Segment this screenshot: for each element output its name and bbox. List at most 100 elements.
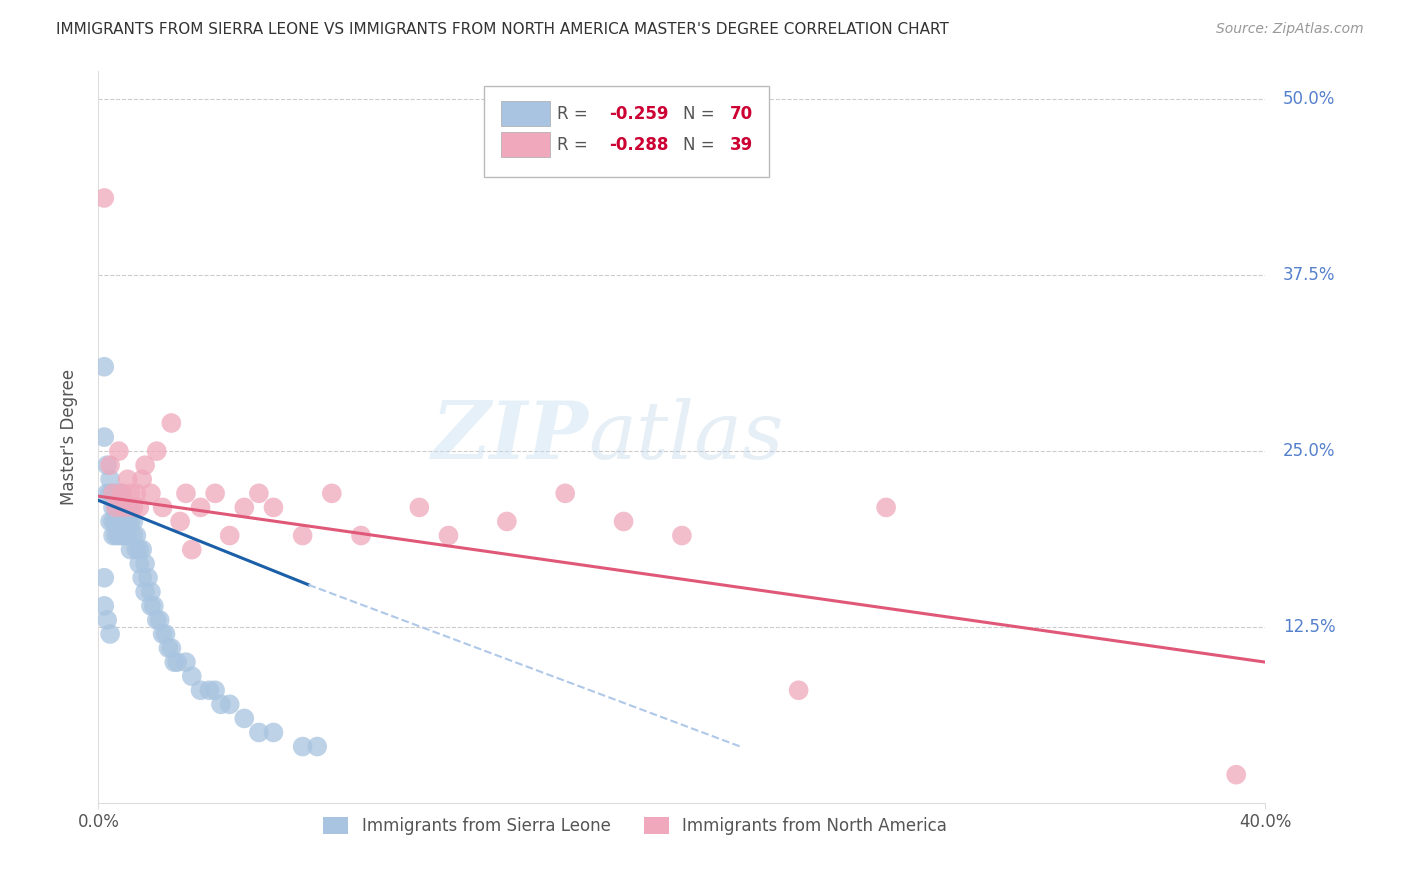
Text: -0.288: -0.288: [610, 136, 669, 153]
Point: [93, 430, 115, 444]
Point: [104, 500, 127, 515]
Point: [163, 655, 186, 669]
Point: [146, 444, 169, 458]
Text: 39: 39: [730, 136, 754, 153]
Point: [174, 486, 197, 500]
Point: [120, 515, 142, 529]
Point: [114, 500, 136, 515]
Point: [134, 584, 156, 599]
Point: [108, 486, 131, 500]
Point: [98, 627, 121, 641]
Point: [93, 191, 115, 205]
Point: [787, 683, 810, 698]
FancyBboxPatch shape: [484, 86, 769, 178]
Point: [93, 359, 115, 374]
Point: [122, 515, 145, 529]
Point: [98, 515, 121, 529]
FancyBboxPatch shape: [501, 132, 550, 157]
Point: [101, 515, 124, 529]
Point: [204, 486, 226, 500]
Point: [104, 515, 127, 529]
Point: [114, 528, 136, 542]
Point: [96, 458, 118, 473]
Point: [134, 458, 156, 473]
Point: [111, 528, 134, 542]
Text: ZIP: ZIP: [432, 399, 589, 475]
Point: [117, 515, 139, 529]
Point: [111, 515, 134, 529]
Point: [93, 571, 115, 585]
Point: [131, 571, 153, 585]
Point: [262, 725, 284, 739]
Text: 37.5%: 37.5%: [1282, 267, 1336, 285]
Text: 25.0%: 25.0%: [1282, 442, 1336, 460]
Text: R =: R =: [557, 136, 593, 153]
Point: [350, 528, 373, 542]
Point: [157, 641, 180, 656]
Point: [120, 500, 142, 515]
Point: [160, 416, 183, 430]
Point: [218, 698, 240, 712]
Point: [209, 698, 232, 712]
Point: [233, 500, 256, 515]
Point: [233, 711, 256, 725]
Point: [111, 486, 134, 500]
Point: [139, 486, 162, 500]
Point: [93, 599, 115, 613]
Point: [247, 725, 270, 739]
Point: [321, 486, 343, 500]
Point: [134, 557, 156, 571]
Point: [108, 500, 131, 515]
Point: [166, 655, 188, 669]
Point: [142, 599, 165, 613]
Legend: Immigrants from Sierra Leone, Immigrants from North America: Immigrants from Sierra Leone, Immigrants…: [316, 811, 953, 842]
Point: [122, 500, 145, 515]
Point: [117, 472, 139, 486]
Point: [98, 472, 121, 486]
Point: [174, 655, 197, 669]
Text: Source: ZipAtlas.com: Source: ZipAtlas.com: [1216, 22, 1364, 37]
Point: [101, 486, 124, 500]
Point: [152, 500, 174, 515]
Point: [262, 500, 284, 515]
Point: [190, 500, 212, 515]
Point: [875, 500, 897, 515]
Point: [204, 683, 226, 698]
Text: N =: N =: [683, 136, 720, 153]
Text: 50.0%: 50.0%: [1282, 90, 1336, 109]
Point: [554, 486, 576, 500]
Point: [139, 599, 162, 613]
Point: [98, 486, 121, 500]
Point: [125, 542, 148, 557]
Point: [180, 542, 202, 557]
Point: [131, 472, 153, 486]
Point: [131, 542, 153, 557]
Point: [160, 641, 183, 656]
Point: [496, 515, 519, 529]
Point: [128, 557, 150, 571]
Point: [152, 627, 174, 641]
Point: [146, 613, 169, 627]
Point: [104, 528, 127, 542]
Point: [139, 584, 162, 599]
Point: [671, 528, 693, 542]
Point: [111, 500, 134, 515]
Point: [120, 542, 142, 557]
Y-axis label: Master's Degree: Master's Degree: [59, 369, 77, 505]
Point: [149, 613, 172, 627]
Point: [122, 528, 145, 542]
Point: [190, 683, 212, 698]
Point: [101, 500, 124, 515]
Point: [136, 571, 159, 585]
Point: [117, 500, 139, 515]
Point: [114, 500, 136, 515]
Point: [104, 486, 127, 500]
Point: [218, 528, 240, 542]
Point: [247, 486, 270, 500]
Point: [408, 500, 430, 515]
Point: [96, 613, 118, 627]
Point: [128, 542, 150, 557]
Point: [180, 669, 202, 683]
Point: [111, 486, 134, 500]
Point: [101, 528, 124, 542]
